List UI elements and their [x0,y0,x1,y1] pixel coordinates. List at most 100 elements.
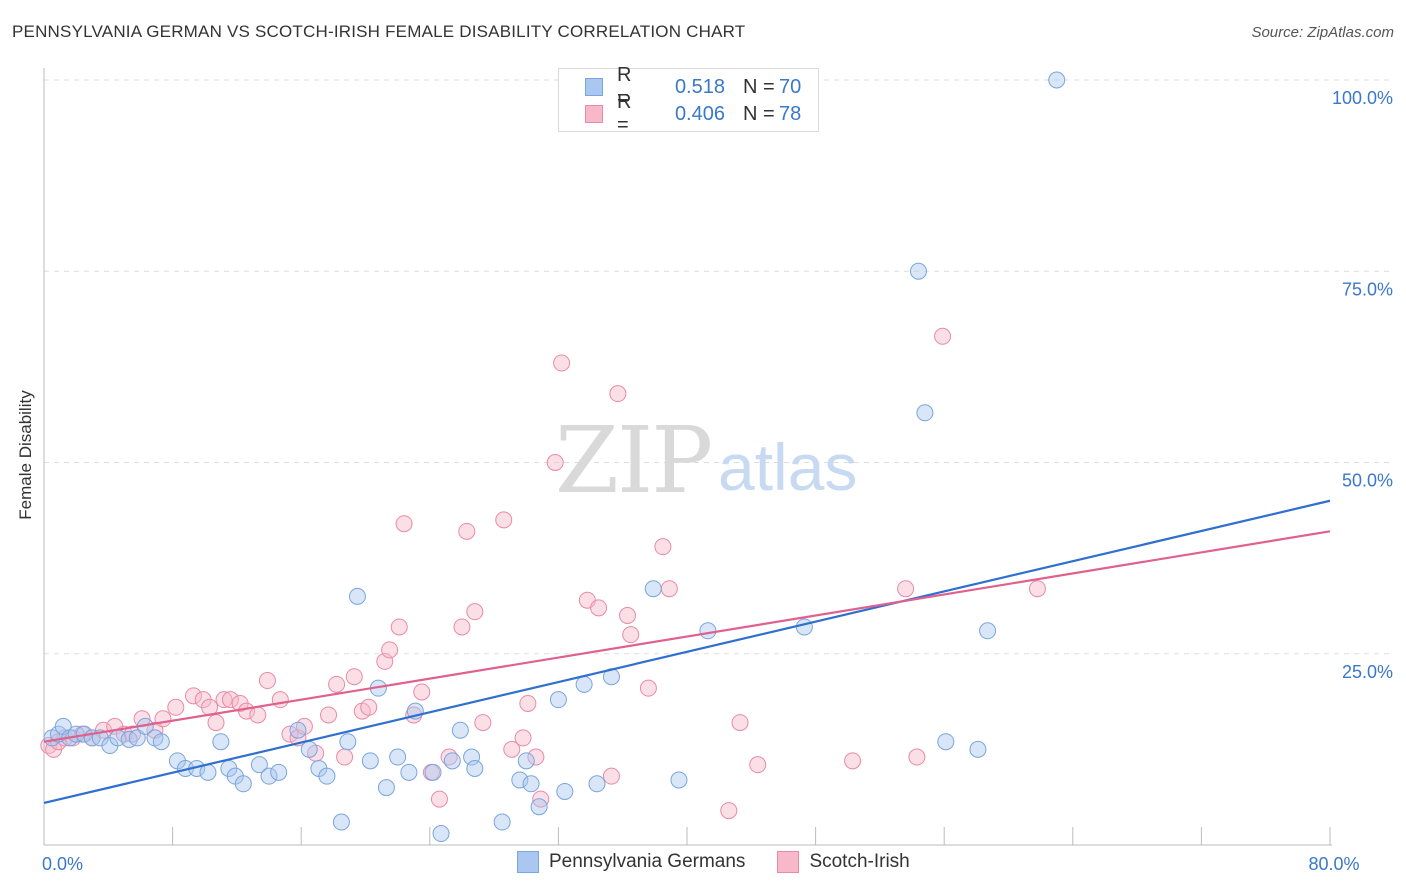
data-point [609,385,627,403]
data-point [556,782,574,800]
data-point [622,626,640,644]
data-point [670,771,688,789]
legend-label: Scotch-Irish [809,851,910,872]
data-point [588,775,606,793]
data-point [361,752,379,770]
data-point [289,721,307,739]
tick-labels: 25.0% 50.0% 75.0% 100.0% 0.0% 80.0% [42,88,1393,874]
source-label: Source: ZipAtlas.com [1251,24,1394,41]
data-point [413,683,431,701]
data-point [908,748,926,766]
axes [43,68,1332,846]
legend-item-pennsylvania-germans[interactable]: Pennsylvania Germans [517,851,745,873]
data-point [517,752,535,770]
data-point [332,813,350,831]
data-point [212,733,230,751]
data-point [336,748,354,766]
watermark-atlas: atlas [718,430,857,504]
x-tick-label: 0.0% [42,854,83,874]
data-point [424,763,442,781]
data-point [271,691,289,709]
data-point [390,618,408,636]
data-point [328,675,346,693]
data-point [639,679,657,697]
legend-r-label: R = [617,91,632,136]
legend-r-label: R = [617,64,632,109]
data-point [514,729,532,747]
data-point [466,603,484,621]
legend-swatch-blue [585,78,603,96]
data-point [916,404,934,422]
legend-r-value: 0.518 [674,75,725,98]
data-point [503,740,521,758]
data-point [654,538,672,556]
data-point [553,354,571,372]
data-point [979,622,997,640]
data-point [320,706,338,724]
y-axis-label: Female Disability [16,390,35,520]
series-legend: Pennsylvania Germans Scotch-Irish [517,851,942,873]
data-point [339,733,357,751]
legend-n-label: N = [743,75,775,98]
legend-swatch-blue [517,851,539,873]
data-point [458,522,476,540]
legend-swatch-pink [585,105,603,123]
chart-title: PENNSYLVANIA GERMAN VS SCOTCH-IRISH FEMA… [12,22,746,41]
data-point [844,752,862,770]
watermark-zip: ZIP [555,407,711,514]
data-point [348,587,366,605]
data-point [258,672,276,690]
data-point [395,515,413,533]
trend-line [43,530,1331,743]
data-point [795,618,813,636]
data-point [1028,580,1046,598]
data-point [453,618,471,636]
data-point [260,767,278,785]
data-point [937,733,955,751]
legend-n-value: 78 [779,102,802,125]
legend-n-label: N = [743,102,775,125]
legend-r-value: 0.406 [674,102,725,125]
data-point [281,725,299,743]
data-point [519,694,537,712]
legend-row-pennsylvania-germans: R = 0.518 N = 70 [585,64,802,109]
data-point [234,775,252,793]
legend-n-value: 70 [779,75,802,98]
series-scotch-irish [40,327,1046,820]
grid-lines [44,79,1394,655]
data-point [400,763,418,781]
data-point [731,714,749,732]
data-point [377,779,395,797]
legend-row-scotch-irish: R = 0.406 N = 78 [585,91,802,136]
data-point [381,641,399,659]
data-point [270,763,288,781]
data-point [152,733,170,751]
data-point [644,580,662,598]
data-point [451,721,469,739]
data-point [389,748,407,766]
data-point [934,327,952,345]
x-tick-label: 80.0% [1308,854,1359,874]
data-point [909,262,927,280]
data-point [430,790,448,808]
data-point [720,802,738,820]
data-point [215,691,233,709]
legend-item-scotch-irish[interactable]: Scotch-Irish [777,851,910,873]
data-point [749,756,767,774]
data-point [495,511,513,529]
data-point [154,710,172,728]
data-point [575,675,593,693]
trend-line [43,499,1331,804]
data-point [466,760,484,777]
data-point [511,771,529,789]
legend-swatch-pink [777,851,800,873]
data-point [619,607,637,624]
data-point [590,599,608,617]
data-point [345,668,363,686]
data-point [474,714,492,732]
data-point [897,580,915,598]
data-point [184,687,202,705]
watermark: ZIP atlas [555,407,857,514]
trend-lines [43,499,1331,804]
